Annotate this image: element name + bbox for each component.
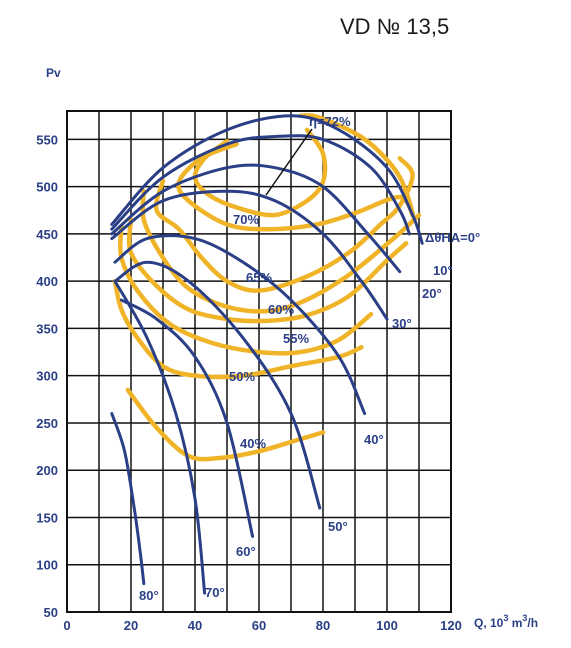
angle-label-70: 70°: [205, 585, 225, 600]
efficiency-contour-65: [153, 156, 415, 293]
x-tick-label: 80: [316, 618, 330, 633]
angle-label-50: 50°: [328, 519, 348, 534]
plot-frame: [66, 110, 452, 613]
eff-label-55: 55%: [283, 331, 309, 346]
pressure-curves: [110, 114, 424, 595]
efficiency-contour-72: [192, 127, 328, 218]
eff-label-70: 70%: [233, 212, 259, 227]
efficiency-contours: [112, 113, 422, 462]
eta-label: η=72%: [309, 114, 351, 129]
eff-label-60: 60%: [268, 302, 294, 317]
pressure-curve-40: [113, 234, 367, 415]
y-tick-label: 450: [36, 227, 58, 242]
y-tick-label: 250: [36, 416, 58, 431]
tick-labels: 0 20 40 60 80 100 120 50 100 150 200 250 300 350 400 45…: [36, 132, 462, 633]
y-tick-label: 300: [36, 369, 58, 384]
eff-label-65: 65%: [246, 270, 272, 285]
x-axis-label: Q, 103 m3/h: [474, 613, 538, 630]
eff-label-40: 40%: [240, 436, 266, 451]
efficiency-contour-50: [117, 224, 374, 356]
pressure-curve-20: [110, 163, 402, 274]
pressure-curve-80: [110, 412, 146, 586]
angle-label-60: 60°: [236, 544, 256, 559]
y-tick-label: 350: [36, 321, 58, 336]
pressure-curve-30: [110, 189, 389, 321]
y-tick-label: 50: [44, 605, 58, 620]
x-tick-label: 100: [376, 618, 398, 633]
efficiency-contour-70: [176, 113, 415, 232]
pressure-curve-70: [113, 279, 207, 595]
efficiency-contour-40: [112, 278, 364, 380]
pressure-curve-ha-0: [110, 114, 424, 245]
eff-label-50: 50%: [229, 369, 255, 384]
efficiency-contour-60: [140, 189, 422, 314]
angle-label-80: 80°: [139, 588, 159, 603]
angle-label-10: 10°: [433, 263, 453, 278]
y-tick-label: 100: [36, 558, 58, 573]
x-tick-label: 60: [252, 618, 266, 633]
y-tick-label: 150: [36, 510, 58, 525]
angle-label-40: 40°: [364, 432, 384, 447]
pressure-curve-50: [113, 260, 322, 510]
pressure-curve-60: [119, 298, 255, 538]
chart-title: VD № 13,5: [340, 14, 449, 39]
eta-leader-line: [265, 128, 313, 196]
y-tick-label: 400: [36, 274, 58, 289]
curve-labels: η=72% ΔθHA=0° 10° 20° 30° 40° 50° 60° 70…: [139, 114, 480, 603]
x-tick-label: 40: [188, 618, 202, 633]
x-tick-label: 0: [63, 618, 70, 633]
x-tick-label: 20: [124, 618, 138, 633]
efficiency-contour-40-low: [125, 387, 326, 462]
pressure-curve-10: [110, 134, 411, 236]
angle-label-20: 20°: [422, 286, 442, 301]
angle-label-0: ΔθHA=0°: [425, 230, 480, 245]
efficiency-contour-55: [126, 217, 409, 324]
y-tick-label: 200: [36, 463, 58, 478]
angle-label-30: 30°: [392, 316, 412, 331]
y-axis-label: Pv: [46, 66, 61, 80]
x-tick-label: 120: [440, 618, 462, 633]
y-tick-label: 500: [36, 180, 58, 195]
y-tick-label: 550: [36, 132, 58, 147]
